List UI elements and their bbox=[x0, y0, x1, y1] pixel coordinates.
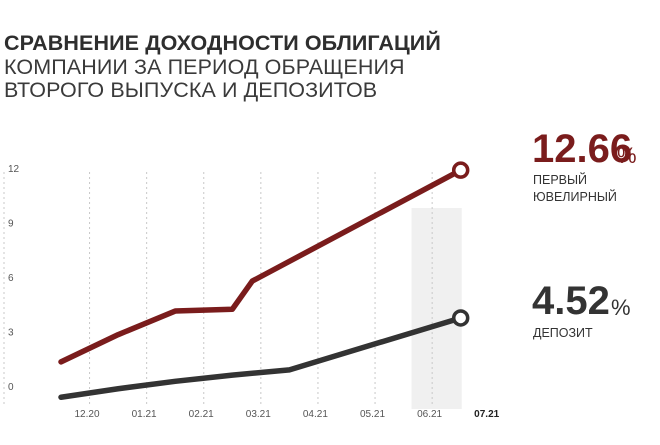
x-tick-label: 01.21 bbox=[132, 409, 157, 420]
series-name-label: ЮВЕЛИРНЫЙ bbox=[533, 189, 617, 204]
series-unit: % bbox=[611, 295, 631, 320]
chart-background bbox=[411, 208, 462, 409]
title-line-2: КОМПАНИИ ЗА ПЕРИОД ОБРАЩЕНИЯ bbox=[4, 54, 405, 79]
x-tick-label: 07.21 bbox=[474, 409, 499, 420]
x-tick-label: 04.21 bbox=[303, 409, 328, 420]
series-unit: % bbox=[617, 143, 637, 168]
series-end-value: 12.66 bbox=[532, 127, 632, 171]
y-tick-label: 3 bbox=[8, 328, 14, 339]
series-line bbox=[58, 315, 464, 401]
title-line-3: ВТОРОГО ВЫПУСКА И ДЕПОЗИТОВ bbox=[4, 78, 378, 102]
x-axis: 12.20 01.21 02.21 03.21 04.21 05.21 06.21 07.21 bbox=[74, 409, 499, 420]
series-end-marker bbox=[451, 161, 470, 179]
series-end-value: 4.52 bbox=[532, 279, 610, 323]
x-tick-label: 03.21 bbox=[246, 409, 271, 420]
series-name-label: ПЕРВЫЙ bbox=[533, 172, 587, 187]
y-tick-label: 12 bbox=[8, 164, 20, 175]
y-axis: 0 3 6 9 12 bbox=[8, 164, 20, 393]
series-line bbox=[58, 167, 464, 365]
series-end-marker bbox=[451, 309, 470, 327]
series-end-labels: 12.66% ПЕРВЫЙ ЮВЕЛИРНЫЙ 4.52 % ДЕПОЗИТ bbox=[532, 127, 637, 340]
chart-grid bbox=[3, 172, 433, 405]
y-tick-label: 6 bbox=[8, 273, 14, 284]
series-lines bbox=[58, 161, 470, 401]
x-tick-label: 05.21 bbox=[360, 409, 385, 420]
x-tick-label: 02.21 bbox=[189, 409, 214, 420]
x-tick-label: 06.21 bbox=[417, 409, 442, 420]
x-tick-label: 12.20 bbox=[74, 409, 99, 420]
chart-title: СРАВНЕНИЕ ДОХОДНОСТИ ОБЛИГАЦИЙ КОМПАНИИ … bbox=[4, 31, 441, 103]
highlight-column bbox=[411, 208, 462, 409]
y-tick-label: 0 bbox=[8, 382, 14, 393]
series-name-label: ДЕПОЗИТ bbox=[533, 326, 593, 340]
y-tick-label: 9 bbox=[8, 219, 14, 230]
title-line-1: СРАВНЕНИЕ ДОХОДНОСТИ ОБЛИГАЦИЙ bbox=[4, 31, 441, 55]
